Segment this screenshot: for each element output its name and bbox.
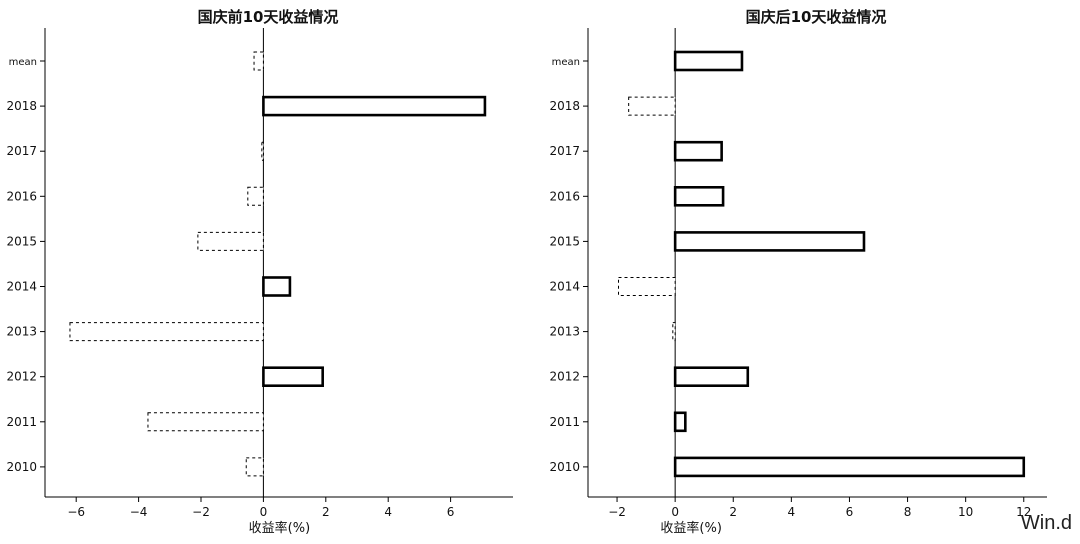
x-tick-label-1-4: 2 bbox=[322, 505, 330, 519]
y-tick-label-1-2016: 2016 bbox=[6, 189, 37, 203]
bar-1-2018 bbox=[262, 95, 487, 117]
x-tick-label-2-1: 0 bbox=[671, 505, 679, 519]
y-tick-label-2-2012: 2012 bbox=[549, 370, 580, 384]
x-tick-label-1-3: 0 bbox=[260, 505, 268, 519]
bar-1-mean bbox=[253, 51, 264, 71]
y-tick-label-2-2010: 2010 bbox=[549, 460, 580, 474]
bar-2-2016 bbox=[673, 186, 725, 207]
x-tick-label-1-1: −4 bbox=[130, 505, 148, 519]
x-tick-label-1-5: 4 bbox=[384, 505, 392, 519]
y-tick-label-1-2017: 2017 bbox=[6, 144, 37, 158]
y-tick-label-1-2012: 2012 bbox=[6, 370, 37, 384]
y-tick-label-1-mean: mean bbox=[9, 57, 37, 68]
y-tick-label-2-2018: 2018 bbox=[549, 99, 580, 113]
bar-1-2011 bbox=[147, 412, 264, 432]
y-tick-label-1-2018: 2018 bbox=[6, 99, 37, 113]
bar-1-2012 bbox=[262, 366, 324, 388]
x-tick-label-2-7: 12 bbox=[1016, 505, 1031, 519]
bar-2-2011 bbox=[673, 411, 687, 433]
y-tick-label-1-2015: 2015 bbox=[6, 234, 37, 248]
bar-1-2015 bbox=[197, 231, 264, 251]
bar-2-2014 bbox=[618, 277, 676, 296]
y-tick-label-2-2011: 2011 bbox=[549, 415, 580, 429]
chart-title-2: 国庆后10天收益情况 bbox=[746, 8, 887, 26]
y-tick-label-1-2011: 2011 bbox=[6, 415, 37, 429]
y-tick-label-2-2017: 2017 bbox=[549, 144, 580, 158]
y-tick-label-2-2014: 2014 bbox=[549, 280, 580, 294]
y-tick-label-1-2014: 2014 bbox=[6, 280, 37, 294]
bar-2-2012 bbox=[673, 366, 750, 388]
bar-1-2010 bbox=[245, 457, 264, 477]
x-tick-label-2-5: 8 bbox=[904, 505, 912, 519]
bar-1-2013 bbox=[69, 322, 264, 342]
x-tick-label-1-6: 6 bbox=[447, 505, 455, 519]
x-axis-label-2: 收益率(%) bbox=[660, 520, 722, 536]
y-tick-label-1-2013: 2013 bbox=[6, 325, 37, 339]
chart-title-1: 国庆前10天收益情况 bbox=[198, 8, 339, 26]
bar-1-2017 bbox=[261, 141, 264, 161]
y-tick-label-2-2016: 2016 bbox=[549, 189, 580, 203]
x-tick-label-1-0: −6 bbox=[67, 505, 85, 519]
bar-2-mean bbox=[673, 50, 744, 72]
y-tick-label-2-mean: mean bbox=[552, 57, 580, 68]
bar-2-2015 bbox=[673, 231, 866, 252]
bar-2-2017 bbox=[673, 140, 723, 162]
y-tick-label-2-2013: 2013 bbox=[549, 325, 580, 339]
y-tick-label-2-2015: 2015 bbox=[549, 234, 580, 248]
x-tick-label-1-2: −2 bbox=[192, 505, 210, 519]
x-tick-label-2-4: 6 bbox=[846, 505, 854, 519]
x-tick-label-2-0: −2 bbox=[608, 505, 626, 519]
y-tick-label-1-2010: 2010 bbox=[6, 460, 37, 474]
x-axis-label-1: 收益率(%) bbox=[249, 520, 311, 536]
watermark-logo: Win.d bbox=[1020, 512, 1072, 534]
bar-2-2013 bbox=[672, 322, 676, 342]
bar-2-2010 bbox=[673, 456, 1026, 478]
bar-1-2014 bbox=[262, 276, 292, 297]
bar-2-2018 bbox=[628, 96, 676, 116]
x-tick-label-2-6: 10 bbox=[958, 505, 973, 519]
x-tick-label-2-3: 4 bbox=[788, 505, 796, 519]
bar-1-2016 bbox=[247, 186, 264, 206]
x-tick-label-2-2: 2 bbox=[729, 505, 737, 519]
